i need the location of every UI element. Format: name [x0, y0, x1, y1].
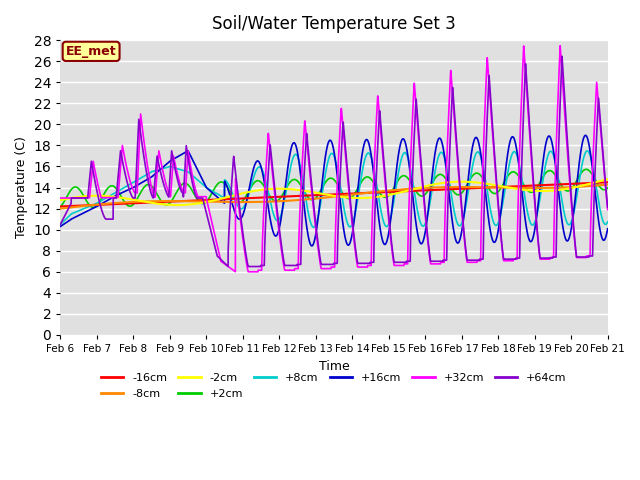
+16cm [209, 191, 217, 196]
+32cm [604, 205, 611, 211]
+8cm [584, 148, 591, 154]
+2cm [174, 187, 182, 193]
+8cm [604, 219, 611, 225]
+16cm [582, 132, 589, 138]
-8cm [604, 181, 611, 187]
+2cm [552, 173, 559, 179]
+8cm [552, 161, 559, 167]
+8cm [56, 221, 64, 227]
+32cm [209, 225, 217, 231]
+32cm [556, 43, 564, 48]
-2cm [209, 198, 217, 204]
-16cm [173, 198, 181, 204]
+8cm [604, 219, 611, 225]
+2cm [582, 167, 590, 172]
-2cm [604, 176, 611, 182]
+8cm [209, 189, 217, 194]
+64cm [558, 53, 566, 59]
Line: +32cm: +32cm [60, 46, 607, 272]
+2cm [209, 188, 217, 193]
Title: Soil/Water Temperature Set 3: Soil/Water Temperature Set 3 [212, 15, 456, 33]
-2cm [56, 197, 64, 203]
+64cm [388, 239, 396, 244]
+64cm [397, 259, 405, 265]
+16cm [388, 211, 396, 217]
-16cm [604, 180, 611, 185]
-8cm [387, 188, 395, 193]
+2cm [604, 185, 611, 191]
-8cm [56, 206, 64, 212]
-16cm [397, 189, 404, 194]
+64cm [56, 221, 64, 227]
Text: EE_met: EE_met [66, 45, 116, 58]
+8cm [310, 224, 317, 230]
-2cm [604, 177, 611, 182]
+32cm [397, 263, 405, 268]
-8cm [173, 198, 181, 204]
-16cm [604, 180, 611, 185]
-8cm [552, 185, 559, 191]
-2cm [388, 192, 396, 197]
+32cm [244, 269, 252, 275]
+2cm [56, 204, 64, 210]
+16cm [604, 227, 611, 232]
Line: -8cm: -8cm [60, 184, 607, 209]
-8cm [604, 181, 611, 187]
+2cm [397, 174, 405, 180]
-16cm [552, 182, 559, 188]
+16cm [56, 224, 64, 229]
+16cm [604, 226, 611, 232]
+32cm [388, 242, 396, 248]
-2cm [397, 190, 405, 195]
+2cm [90, 204, 97, 210]
+8cm [173, 166, 181, 172]
-8cm [209, 199, 217, 204]
-2cm [173, 202, 181, 208]
-2cm [552, 188, 559, 193]
-16cm [387, 189, 395, 195]
-2cm [174, 202, 182, 208]
Line: +16cm: +16cm [60, 135, 607, 246]
Line: +8cm: +8cm [60, 151, 607, 227]
+16cm [308, 243, 316, 249]
+64cm [604, 203, 611, 208]
+32cm [173, 172, 181, 178]
-8cm [397, 187, 404, 192]
+64cm [604, 204, 611, 210]
+64cm [244, 264, 252, 269]
-16cm [56, 204, 64, 209]
+32cm [56, 195, 64, 201]
Line: -2cm: -2cm [60, 179, 607, 205]
+2cm [388, 189, 396, 195]
+2cm [604, 185, 611, 191]
+32cm [552, 158, 559, 164]
+16cm [397, 139, 405, 145]
+16cm [552, 165, 559, 171]
Line: -16cm: -16cm [60, 182, 607, 206]
-16cm [209, 197, 217, 203]
X-axis label: Time: Time [319, 360, 349, 372]
Legend: -16cm, -8cm, -2cm, +2cm, +8cm, +16cm, +32cm, +64cm: -16cm, -8cm, -2cm, +2cm, +8cm, +16cm, +3… [97, 369, 572, 403]
+32cm [604, 206, 611, 212]
Line: +64cm: +64cm [60, 56, 607, 266]
Y-axis label: Temperature (C): Temperature (C) [15, 137, 28, 239]
Line: +2cm: +2cm [60, 169, 607, 207]
+64cm [209, 237, 217, 243]
+8cm [388, 212, 396, 217]
+8cm [397, 157, 405, 163]
+16cm [173, 154, 181, 159]
+64cm [552, 254, 559, 260]
+64cm [173, 177, 181, 183]
